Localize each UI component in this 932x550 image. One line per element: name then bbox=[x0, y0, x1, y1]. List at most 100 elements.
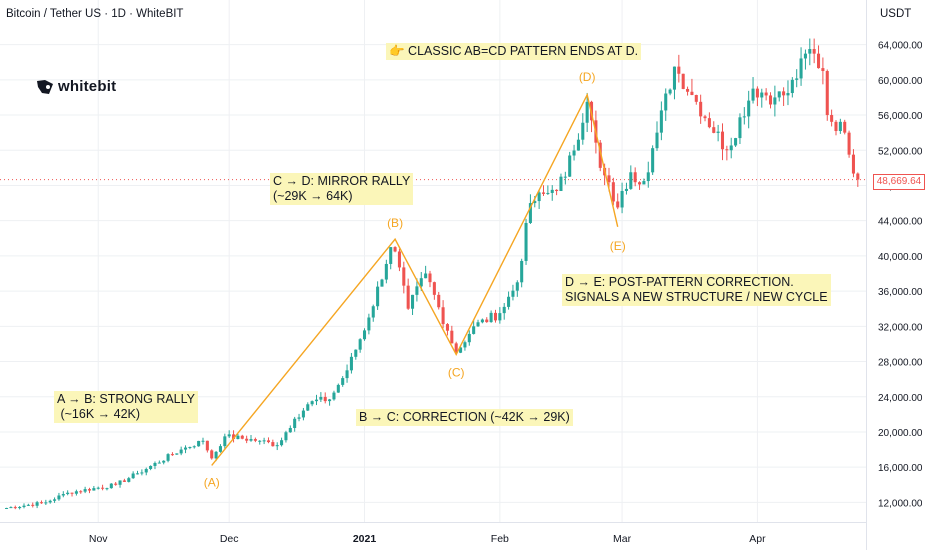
candle-body bbox=[777, 91, 781, 98]
candle-body bbox=[153, 462, 157, 466]
candle-body bbox=[655, 132, 659, 149]
candle-body bbox=[581, 122, 585, 140]
note-cd-line1: C → D: MIRROR RALLY bbox=[273, 174, 411, 188]
candle-body bbox=[843, 121, 847, 133]
y-tick-label: 12,000.00 bbox=[878, 498, 923, 509]
axis-separator-v bbox=[866, 0, 867, 550]
candle-body bbox=[699, 101, 703, 117]
candle-body bbox=[349, 356, 353, 371]
candle-body bbox=[419, 278, 423, 287]
candle-body bbox=[397, 251, 401, 268]
candle-body bbox=[764, 92, 768, 96]
x-tick-label: 2021 bbox=[353, 533, 377, 545]
candle-body bbox=[424, 273, 428, 279]
note-headline: 👉 CLASSIC AB=CD PATTERN ENDS AT D. bbox=[386, 43, 642, 60]
candle-body bbox=[633, 172, 637, 183]
candle-body bbox=[5, 507, 9, 509]
x-tick-label: Nov bbox=[89, 533, 108, 545]
note-de-line1: D → E: POST-PATTERN CORRECTION. bbox=[565, 275, 794, 289]
candle-body bbox=[345, 370, 349, 379]
candle-body bbox=[782, 91, 786, 96]
candle-body bbox=[576, 139, 580, 151]
candle-body bbox=[834, 121, 838, 132]
pattern-point-label: (C) bbox=[448, 365, 465, 379]
candle-body bbox=[319, 396, 323, 400]
pattern-point-label: (E) bbox=[610, 239, 626, 253]
y-tick-label: 52,000.00 bbox=[878, 146, 923, 157]
candle-body bbox=[694, 94, 698, 102]
y-tick-label: 44,000.00 bbox=[878, 217, 923, 228]
candle-body bbox=[751, 88, 755, 101]
y-tick-label: 36,000.00 bbox=[878, 287, 923, 298]
candle-body bbox=[175, 453, 179, 455]
candle-body bbox=[515, 282, 519, 291]
candle-body bbox=[18, 507, 22, 509]
candle-body bbox=[341, 378, 345, 385]
abcd-pattern-line bbox=[211, 92, 619, 466]
symbol-title[interactable]: Bitcoin / Tether US · 1D · WhiteBIT bbox=[6, 8, 184, 20]
candle-body bbox=[13, 507, 17, 509]
candle-body bbox=[205, 440, 209, 451]
note-ab: A → B: STRONG RALLY (~16K → 42K) bbox=[54, 391, 199, 423]
note-cd: C → D: MIRROR RALLY (~29K → 64K) bbox=[270, 173, 414, 205]
candle-body bbox=[428, 273, 432, 283]
candle-body bbox=[437, 294, 441, 308]
candle-body bbox=[262, 440, 266, 442]
candle-body bbox=[738, 117, 742, 139]
candle-body bbox=[686, 88, 690, 92]
candle-body bbox=[790, 79, 794, 94]
candle-body bbox=[747, 100, 751, 117]
candle-body bbox=[467, 333, 471, 343]
candle-body bbox=[9, 507, 13, 509]
note-ab-line1: A → B: STRONG RALLY bbox=[57, 392, 196, 406]
candle-body bbox=[214, 451, 218, 459]
candle-body bbox=[393, 247, 397, 252]
candle-body bbox=[70, 492, 74, 494]
candle-body bbox=[533, 201, 537, 204]
candle-body bbox=[336, 384, 340, 393]
candle-body bbox=[734, 138, 738, 146]
candle-body bbox=[795, 78, 799, 80]
candle-body bbox=[31, 504, 35, 506]
candle-body bbox=[144, 468, 148, 473]
candle-body bbox=[232, 434, 236, 440]
candle-body bbox=[821, 68, 825, 72]
candle-body bbox=[646, 172, 650, 182]
candle-body bbox=[332, 392, 336, 400]
candle-body bbox=[275, 445, 279, 447]
x-tick-label: Feb bbox=[491, 533, 509, 545]
candle-body bbox=[524, 222, 528, 261]
candle-body bbox=[240, 435, 244, 439]
candle-body bbox=[354, 349, 358, 357]
candle-body bbox=[803, 53, 807, 59]
candle-body bbox=[773, 97, 777, 105]
candle-body bbox=[406, 285, 410, 309]
candle-body bbox=[236, 435, 240, 440]
note-bc: B → C: CORRECTION (~42K → 29K) bbox=[356, 409, 573, 426]
candle-body bbox=[659, 110, 663, 133]
candle-body bbox=[367, 317, 371, 331]
x-tick-label: Dec bbox=[220, 533, 239, 545]
candle-body bbox=[380, 279, 384, 287]
candle-body bbox=[459, 347, 463, 353]
y-tick-label: 16,000.00 bbox=[878, 463, 923, 474]
abcd-pattern: (A) (B) (C) (D) (E) bbox=[204, 70, 626, 490]
candle-body bbox=[288, 427, 292, 433]
candle-body bbox=[768, 95, 773, 105]
candle-body bbox=[541, 192, 546, 194]
candles bbox=[5, 38, 860, 510]
candle-body bbox=[306, 404, 310, 411]
candle-body bbox=[39, 502, 43, 504]
grid-lines bbox=[0, 0, 866, 522]
candle-body bbox=[642, 181, 646, 185]
candle-body bbox=[817, 53, 821, 69]
logo-text: whitebit bbox=[58, 78, 117, 95]
candle-body bbox=[856, 173, 860, 180]
candle-body bbox=[201, 440, 205, 442]
candle-body bbox=[598, 142, 602, 168]
candle-body bbox=[96, 487, 100, 489]
pattern-point-label: (A) bbox=[204, 475, 220, 489]
candle-body bbox=[362, 330, 367, 340]
